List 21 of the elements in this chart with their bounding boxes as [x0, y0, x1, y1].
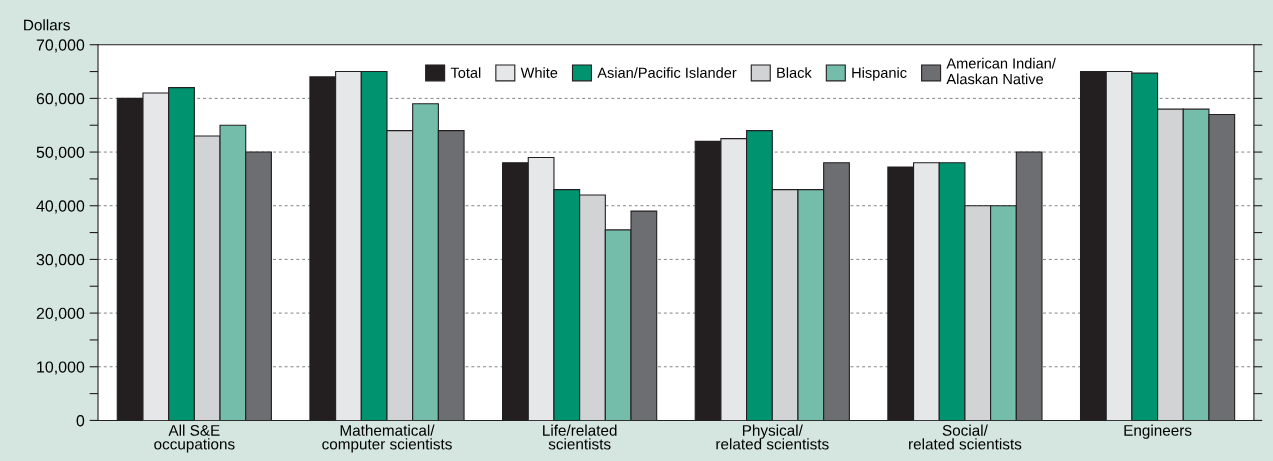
y-tick-label: 0: [76, 415, 85, 427]
y-tick-label: 30,000: [36, 254, 85, 268]
x-tick-label: All S&E occupations: [154, 424, 235, 453]
y-tick-label: 40,000: [36, 200, 85, 214]
legend-label: Black: [777, 67, 812, 78]
y-tick-label: 50,000: [36, 146, 85, 160]
y-tick-label: 20,000: [36, 307, 85, 321]
x-tick-label: Mathematical/ computer scientists: [322, 424, 452, 453]
x-tick-label: Life/related scientists: [543, 424, 617, 450]
legend-label: Asian/Pacific Islander: [597, 67, 737, 78]
y-tick-label: 70,000: [36, 39, 85, 53]
y-tick-label: 60,000: [36, 93, 85, 107]
legend-label: White: [520, 67, 558, 78]
x-tick-label: Social/ related scientists: [909, 424, 1022, 450]
x-tick-label: Engineers: [1124, 424, 1192, 439]
legend-label: Hispanic: [852, 67, 907, 81]
y-axis-title: Dollars: [24, 19, 70, 31]
y-tick-label: 10,000: [37, 361, 85, 375]
legend-label: Total: [450, 67, 481, 78]
x-tick-label: Physical/ related scientists: [716, 424, 829, 450]
legend-label: American Indian/ Alaskan Native: [946, 57, 1056, 85]
